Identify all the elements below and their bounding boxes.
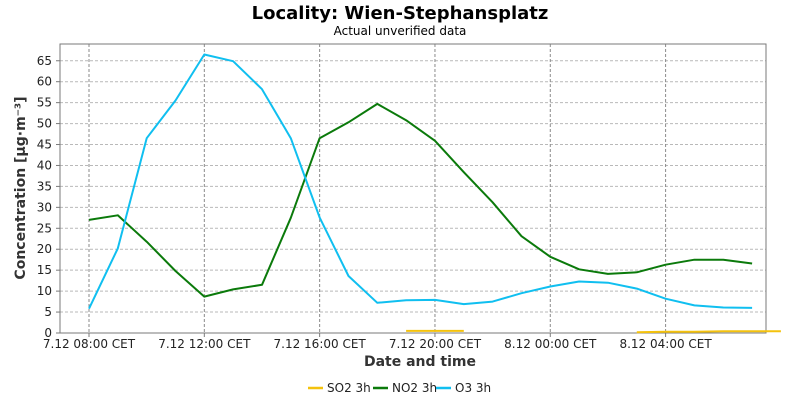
grid-lines xyxy=(60,44,766,333)
legend-label: SO2 3h xyxy=(327,381,371,395)
x-tick-label: 7.12 08:00 CET xyxy=(43,337,136,351)
y-tick-label: 15 xyxy=(37,263,52,277)
chart-title: Locality: Wien-Stephansplatz xyxy=(252,3,549,24)
y-tick-label: 55 xyxy=(37,96,52,110)
y-tick-label: 30 xyxy=(37,200,52,214)
series-line-so2 xyxy=(636,330,781,334)
x-tick-label: 7.12 20:00 CET xyxy=(389,337,482,351)
y-tick-label: 5 xyxy=(44,305,52,319)
y-tick-label: 35 xyxy=(37,179,52,193)
chart-subtitle: Actual unverified data xyxy=(334,24,467,38)
series-layer xyxy=(88,53,781,334)
y-axis-ticks: 0 5 10 15 20 25 30 35 40 45 50 55 60 65 xyxy=(37,54,60,340)
y-tick-label: 40 xyxy=(37,158,52,172)
x-tick-label: 8.12 00:00 CET xyxy=(504,337,597,351)
y-tick-label: 25 xyxy=(37,221,52,235)
x-axis-label: Date and time xyxy=(364,354,476,370)
y-tick-label: 10 xyxy=(37,284,52,298)
y-tick-label: 0 xyxy=(44,326,52,340)
y-tick-label: 65 xyxy=(37,54,52,68)
legend: SO2 3h NO2 3h O3 3h xyxy=(308,381,491,395)
legend-label: NO2 3h xyxy=(392,381,437,395)
legend-label: O3 3h xyxy=(455,381,491,395)
x-tick-label: 7.12 12:00 CET xyxy=(158,337,251,351)
x-tick-label: 7.12 16:00 CET xyxy=(274,337,367,351)
y-axis-label: Concentration [µg·m⁻³] xyxy=(13,96,29,279)
y-tick-label: 45 xyxy=(37,138,52,152)
x-tick-label: 8.12 04:00 CET xyxy=(619,337,712,351)
x-axis-ticks: 7.12 08:00 CET 7.12 12:00 CET 7.12 16:00 C… xyxy=(43,333,712,351)
y-tick-label: 60 xyxy=(37,75,52,89)
series-line-o3 xyxy=(88,53,753,310)
y-tick-label: 20 xyxy=(37,242,52,256)
y-tick-label: 50 xyxy=(37,117,52,131)
plot-area-frame xyxy=(59,43,767,334)
series-line-no2 xyxy=(88,102,753,298)
